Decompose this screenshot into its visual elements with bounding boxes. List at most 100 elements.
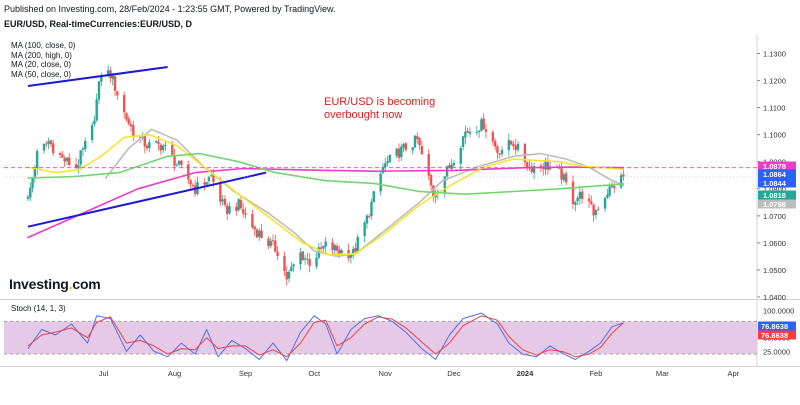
instrument-title: EUR/USD, Real-timeCurrencies:EUR/USD, D [4, 19, 193, 29]
stoch-tick-label: 25.0000 [763, 347, 790, 356]
candle-body [464, 131, 467, 138]
candle-body [622, 174, 625, 177]
candle-body [47, 141, 50, 145]
candle-body [333, 245, 337, 251]
stoch-line [27, 315, 624, 358]
ma-legend-item: MA (20, close, 0) [11, 60, 72, 69]
candle-body [558, 167, 561, 169]
candle-body [244, 213, 247, 215]
candle-body [61, 154, 64, 158]
time-axis-label: Sep [239, 369, 252, 378]
candle-body [340, 250, 343, 254]
candle-body [303, 258, 307, 260]
candle-body [574, 202, 577, 205]
candle-body [164, 144, 167, 146]
candle-body [81, 148, 85, 150]
stoch-badge [758, 330, 796, 340]
candle-body [514, 145, 517, 151]
time-axis-label: Aug [168, 369, 181, 378]
candle-body [335, 245, 339, 251]
candle-body [418, 138, 421, 145]
candle-body [308, 259, 311, 266]
candle-body [180, 160, 183, 165]
price-tick-label: 1.0500 [763, 266, 786, 275]
price-tick-label: 1.0600 [763, 239, 786, 248]
candle-body [429, 174, 433, 186]
candle-body [322, 245, 325, 249]
published-caption: Published on Investing.com, 28/Feb/2024 … [4, 4, 336, 14]
candle-body [269, 241, 272, 246]
candle-body [530, 166, 533, 173]
candle-body [287, 271, 291, 279]
stoch-line [27, 312, 624, 362]
logo-suffix: com [72, 276, 101, 292]
candle-body [597, 208, 600, 210]
candle-body [354, 248, 357, 252]
candle-body [173, 155, 176, 166]
trendline [27, 66, 168, 87]
moving-average-line [27, 152, 625, 195]
candle-body [237, 199, 240, 210]
candle-body [139, 136, 142, 138]
candle-body [475, 132, 479, 133]
candle-body [116, 91, 119, 96]
candle-body [416, 136, 419, 139]
ma-legend-item: MA (200, high, 0) [11, 50, 72, 60]
candle-body [363, 222, 366, 237]
candle-body [68, 157, 71, 166]
stoch-tick-label: 100.0000 [763, 306, 794, 315]
candle-body [576, 197, 579, 202]
candle-body [129, 123, 133, 127]
candle-body [578, 191, 582, 199]
price-badge [758, 161, 796, 171]
price-tick-label: 1.0700 [763, 212, 786, 221]
candle-body [402, 144, 405, 148]
candle-body [592, 204, 595, 216]
candle-body [65, 157, 69, 161]
candle-body [191, 184, 195, 186]
candle-body [315, 257, 318, 267]
candle-body [564, 173, 568, 183]
candle-body [468, 131, 472, 134]
candle-body [63, 158, 66, 162]
candle-body [587, 198, 591, 202]
candle-body [484, 129, 488, 132]
candle-body [276, 251, 279, 257]
candle-body [606, 194, 609, 198]
candle-body [496, 146, 499, 153]
candle-body [594, 209, 598, 216]
time-axis-label: 2024 [517, 369, 535, 378]
candle-body [171, 144, 174, 155]
candle-body [100, 75, 103, 82]
candle-body [26, 196, 30, 199]
candle-body [239, 200, 243, 209]
candle-body [319, 247, 323, 249]
price-tick-label: 1.0800 [763, 185, 786, 194]
candle-body [459, 147, 462, 164]
candle-body [127, 118, 130, 124]
candle-body [526, 162, 529, 168]
candle-body [159, 144, 163, 151]
candle-body [157, 141, 160, 144]
time-axis-label: Oct [308, 369, 321, 378]
candle-body [95, 99, 98, 121]
candle-body [177, 160, 181, 165]
price-badge-label: 1.0844 [763, 179, 787, 188]
price-badge-label: 1.0818 [763, 191, 786, 200]
candle-body [324, 241, 327, 247]
candle-body [613, 186, 616, 189]
price-badge [758, 199, 796, 209]
candle-body [33, 168, 37, 177]
candle-body [203, 182, 206, 185]
time-axis-label: Feb [589, 369, 602, 378]
candle-body [370, 201, 373, 216]
candle-body [209, 175, 213, 177]
chart-annotation: EUR/USD is becoming overbought now [324, 96, 436, 121]
candle-body [432, 185, 435, 197]
candle-body [84, 141, 87, 150]
candle-body [207, 176, 211, 181]
candle-body [560, 168, 563, 180]
candle-body [500, 150, 504, 154]
